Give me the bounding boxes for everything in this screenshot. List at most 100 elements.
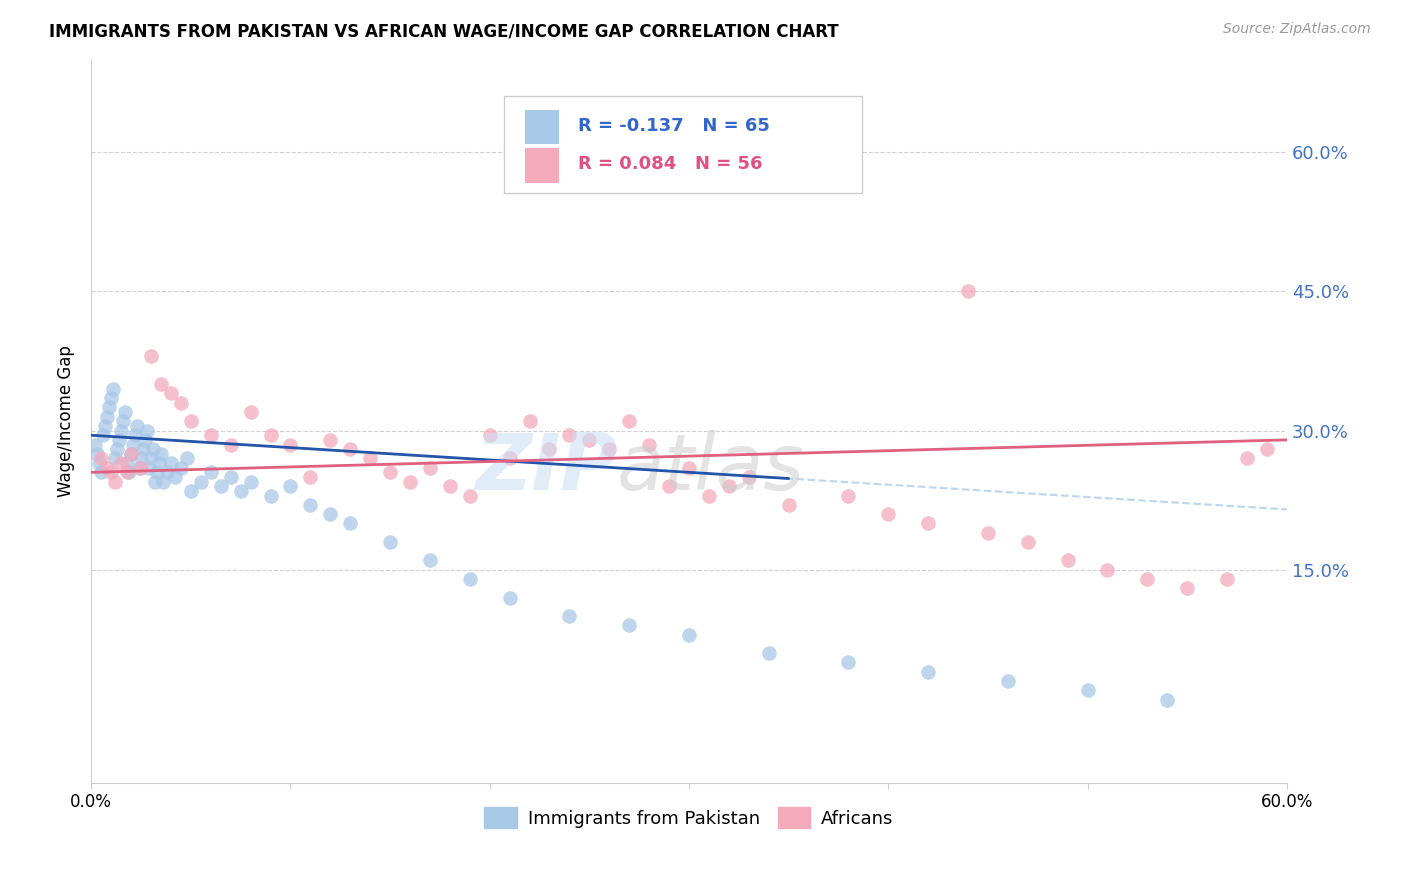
Point xyxy=(280,479,302,493)
Point xyxy=(1156,692,1178,706)
Point xyxy=(136,424,159,438)
Point xyxy=(200,466,222,480)
Point xyxy=(138,460,160,475)
Point xyxy=(128,460,150,475)
Point xyxy=(129,451,152,466)
Point xyxy=(1236,451,1258,466)
Text: ZIP: ZIP xyxy=(475,430,617,507)
Point xyxy=(118,466,141,480)
Point xyxy=(498,451,520,466)
Point xyxy=(132,442,155,457)
Point xyxy=(239,475,262,489)
Point xyxy=(96,460,118,475)
Point xyxy=(419,553,441,567)
Point xyxy=(678,627,700,641)
Point xyxy=(239,405,262,419)
Point xyxy=(558,428,581,442)
Point xyxy=(837,656,859,670)
Point xyxy=(997,673,1019,688)
Point xyxy=(1077,683,1099,698)
Point xyxy=(339,516,361,531)
Point xyxy=(280,437,302,451)
Point xyxy=(170,396,193,410)
Bar xyxy=(526,148,558,183)
Point xyxy=(1216,572,1239,586)
Point xyxy=(89,456,111,470)
Point xyxy=(100,466,122,480)
Point xyxy=(219,470,242,484)
Point xyxy=(837,489,859,503)
Point xyxy=(200,428,222,442)
Text: Source: ZipAtlas.com: Source: ZipAtlas.com xyxy=(1223,22,1371,37)
Point xyxy=(877,507,900,521)
Point xyxy=(299,470,322,484)
Point xyxy=(209,479,232,493)
Point xyxy=(98,401,121,415)
Point xyxy=(619,414,641,428)
Point xyxy=(120,447,142,461)
Point xyxy=(86,447,108,461)
Point xyxy=(105,442,128,457)
Point xyxy=(122,437,145,451)
Point xyxy=(738,470,761,484)
Point xyxy=(124,428,146,442)
Point xyxy=(319,507,342,521)
Point xyxy=(619,618,641,632)
Point xyxy=(110,456,132,470)
Point xyxy=(956,285,979,299)
Text: atlas: atlas xyxy=(617,430,806,507)
Text: R = 0.084   N = 56: R = 0.084 N = 56 xyxy=(578,155,762,174)
Point xyxy=(149,447,172,461)
Point xyxy=(110,424,132,438)
Point xyxy=(160,456,183,470)
Point xyxy=(142,442,165,457)
Point xyxy=(299,498,322,512)
Point xyxy=(170,460,193,475)
Point xyxy=(180,414,202,428)
Point xyxy=(678,460,700,475)
Point xyxy=(139,350,162,364)
Point xyxy=(558,145,581,160)
Point xyxy=(1056,553,1078,567)
Point xyxy=(638,437,661,451)
Point xyxy=(101,382,124,396)
Point xyxy=(558,609,581,624)
Point xyxy=(1175,581,1198,595)
Point xyxy=(152,475,174,489)
Point xyxy=(139,451,162,466)
Point xyxy=(90,466,112,480)
Point xyxy=(219,437,242,451)
Point xyxy=(977,525,1000,540)
Point xyxy=(378,535,401,549)
Point xyxy=(115,456,138,470)
Point xyxy=(697,489,720,503)
Point xyxy=(190,475,212,489)
Point xyxy=(1017,535,1039,549)
Point xyxy=(229,483,252,498)
Point xyxy=(519,414,541,428)
Point xyxy=(1256,442,1278,457)
Text: IMMIGRANTS FROM PAKISTAN VS AFRICAN WAGE/INCOME GAP CORRELATION CHART: IMMIGRANTS FROM PAKISTAN VS AFRICAN WAGE… xyxy=(49,22,839,40)
Y-axis label: Wage/Income Gap: Wage/Income Gap xyxy=(58,345,75,497)
Point xyxy=(180,483,202,498)
Point xyxy=(104,475,127,489)
Bar xyxy=(526,110,558,145)
Point xyxy=(538,442,561,457)
Point xyxy=(259,428,281,442)
Point xyxy=(478,428,501,442)
Point xyxy=(96,409,118,424)
Point xyxy=(148,456,170,470)
Point xyxy=(458,572,481,586)
Point xyxy=(134,433,156,447)
Point xyxy=(378,466,401,480)
Point xyxy=(176,451,198,466)
Point xyxy=(399,475,422,489)
Point xyxy=(100,391,122,405)
Point xyxy=(419,460,441,475)
Point xyxy=(1097,563,1119,577)
Point xyxy=(439,479,461,493)
Point xyxy=(125,419,148,434)
Point xyxy=(108,433,131,447)
Point xyxy=(319,433,342,447)
Point xyxy=(917,665,939,679)
